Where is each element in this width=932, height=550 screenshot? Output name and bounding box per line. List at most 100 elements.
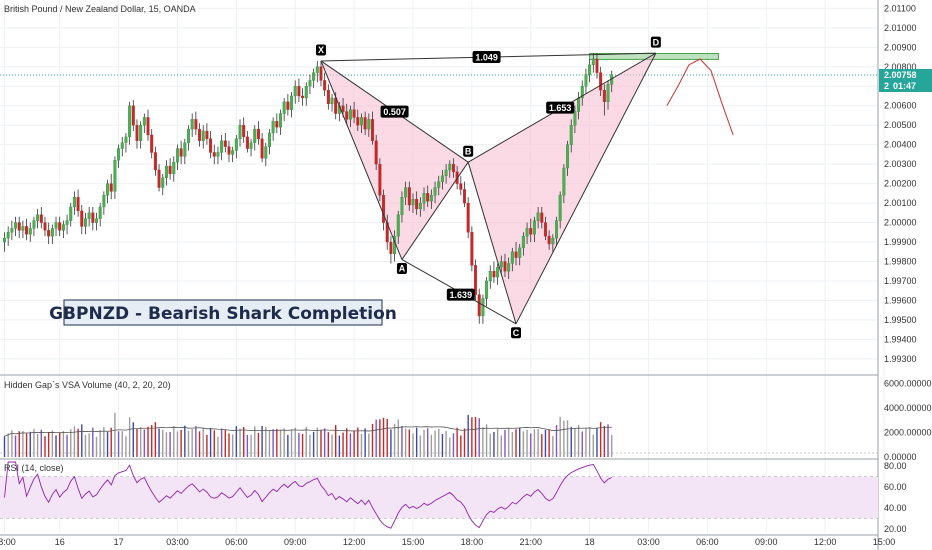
candle-body xyxy=(488,271,492,282)
last-price-tag-box xyxy=(879,68,932,81)
candle-body xyxy=(591,58,595,66)
volume-axis: 6000.00000 4000.00000 2000.00000 0.00000 xyxy=(884,379,932,462)
ratio-label-box xyxy=(546,101,575,114)
candle-body xyxy=(164,165,168,178)
candle-body xyxy=(117,148,121,161)
candle-body xyxy=(245,136,249,149)
candle-body xyxy=(94,218,98,223)
candle-body xyxy=(25,226,29,235)
candle-body xyxy=(36,214,40,221)
candle-body xyxy=(47,230,51,237)
candle-body xyxy=(102,195,106,208)
price-tick-label: 2.00100 xyxy=(884,198,917,208)
candle-body xyxy=(275,121,279,128)
volume-panel-title: Hidden Gap`s VSA Volume (40, 2, 20, 20) xyxy=(4,380,171,390)
candle-body xyxy=(201,130,205,141)
projection-layer xyxy=(666,58,734,136)
point-label-text: D xyxy=(653,37,660,47)
point-label-text: C xyxy=(513,328,520,338)
time-tick-label: 16 xyxy=(55,537,65,547)
annotation-text: GBPNZD - Bearish Shark Completion xyxy=(49,304,397,324)
volume-tick-label: 4000.00000 xyxy=(884,403,932,413)
candle-body xyxy=(290,95,294,110)
candle-body xyxy=(599,72,603,91)
candle-body xyxy=(525,228,529,237)
candle-body xyxy=(190,119,194,130)
candle-body xyxy=(371,119,375,141)
candles-layer xyxy=(3,53,614,324)
time-tick-label: 15:00 xyxy=(402,537,425,547)
last-price-value: 2.00758 xyxy=(884,70,917,80)
candle-body xyxy=(547,235,551,245)
time-tick-label: 12:00 xyxy=(814,537,837,547)
candle-body xyxy=(297,86,301,97)
candle-body xyxy=(359,117,363,126)
candle-body xyxy=(220,140,224,153)
ratio-label-text: 1.653 xyxy=(549,103,572,113)
candle-body xyxy=(562,167,566,196)
candle-body xyxy=(286,101,290,110)
candle-body xyxy=(496,267,500,278)
rsi-axis: 80.00 60.00 40.00 20.00 xyxy=(884,461,907,534)
candle-body xyxy=(279,113,283,128)
candle-body xyxy=(282,101,286,114)
time-tick-label: 21:00 xyxy=(519,537,542,547)
candle-body xyxy=(256,128,260,140)
candle-body xyxy=(389,241,393,254)
candle-body xyxy=(128,105,132,138)
ratio-label-text: 1.639 xyxy=(450,290,473,300)
candle-body xyxy=(374,140,378,165)
time-tick-label: 15:00 xyxy=(873,537,896,547)
candle-body xyxy=(356,117,360,126)
candle-body xyxy=(271,121,275,134)
candle-body xyxy=(459,183,463,190)
candle-body xyxy=(400,197,404,215)
price-tick-label: 1.99400 xyxy=(884,334,917,344)
time-tick-label: 18 xyxy=(585,537,595,547)
candle-body xyxy=(205,130,209,140)
volume-panel xyxy=(0,412,878,457)
volume-average-line xyxy=(4,426,612,437)
point-label-c: C xyxy=(511,327,522,339)
price-tick-label: 1.99300 xyxy=(884,354,917,364)
candle-body xyxy=(411,198,415,206)
candle-body xyxy=(175,148,179,163)
candle-body xyxy=(433,187,437,196)
ratio-label-box xyxy=(380,105,409,118)
candle-body xyxy=(150,134,154,153)
last-price-tag: 2.00758 xyxy=(879,68,932,81)
ratio-label: 1.639 xyxy=(446,288,475,301)
time-axis[interactable]: 18:00 16 17 03:00 06:00 09:00 12:00 15:00 18:00 2… xyxy=(0,537,895,547)
candle-body xyxy=(3,237,6,243)
candle-body xyxy=(76,197,80,212)
point-label-box xyxy=(650,36,661,48)
price-tick-label: 1.99500 xyxy=(884,315,917,325)
candle-body xyxy=(231,150,235,155)
candle-body xyxy=(238,124,242,140)
point-label-box xyxy=(396,263,407,275)
ratio-label-box xyxy=(472,51,501,64)
candle-body xyxy=(448,163,452,171)
candle-body xyxy=(109,183,113,192)
candle-body xyxy=(330,97,334,104)
candle-body xyxy=(135,124,139,141)
time-tick-label: 09:00 xyxy=(755,537,778,547)
candle-body xyxy=(168,165,172,175)
candle-body xyxy=(54,222,58,229)
candle-body xyxy=(499,261,503,268)
candle-body xyxy=(529,228,533,235)
candle-body xyxy=(426,193,430,202)
volume-tick-label: 2000.00000 xyxy=(884,428,932,438)
annotation-banner[interactable]: GBPNZD - Bearish Shark Completion xyxy=(49,299,397,326)
candle-body xyxy=(72,197,76,208)
time-tick-label: 12:00 xyxy=(343,537,366,547)
candle-body xyxy=(194,119,198,130)
candle-body xyxy=(543,222,547,237)
price-axis[interactable]: 2.011002.010002.009002.008002.007002.006… xyxy=(884,3,917,363)
price-tick-label: 2.00400 xyxy=(884,140,917,150)
pattern-leg-ab xyxy=(401,161,469,260)
ratio-label-text: 0.507 xyxy=(383,107,406,117)
candle-body xyxy=(39,214,43,223)
candle-body xyxy=(80,210,84,227)
